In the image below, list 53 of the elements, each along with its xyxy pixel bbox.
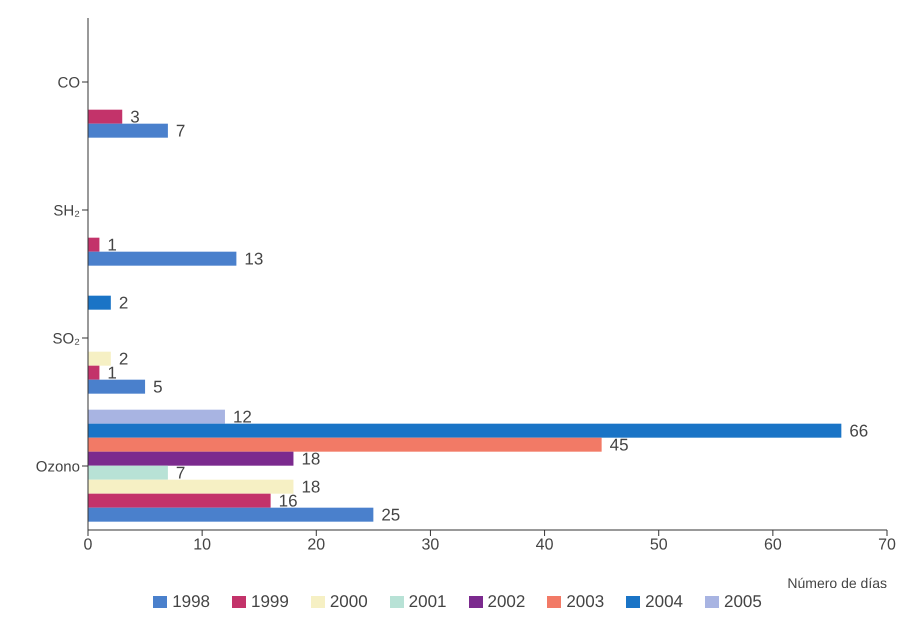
- bar: [88, 480, 294, 494]
- data-label: 12: [232, 408, 252, 427]
- bar: [88, 410, 225, 424]
- y-tick-label: CO: [58, 74, 80, 92]
- data-label: 25: [381, 506, 400, 525]
- bar: [88, 438, 602, 452]
- data-label: 7: [176, 122, 186, 141]
- x-tick-label: 40: [536, 536, 554, 554]
- y-tick-label: Ozono: [36, 458, 80, 476]
- data-label: 2: [118, 294, 128, 313]
- x-tick-label: 20: [307, 536, 326, 554]
- x-tick-label: 50: [650, 536, 668, 554]
- bar: [88, 466, 168, 480]
- data-label: 2: [118, 350, 128, 369]
- x-tick-label: 10: [193, 536, 212, 554]
- data-label: 3: [130, 108, 140, 127]
- data-label: 13: [244, 250, 264, 269]
- bar: [88, 110, 122, 124]
- data-label: 66: [849, 422, 868, 441]
- data-label: 1: [107, 236, 117, 255]
- legend-label: 2004: [645, 592, 683, 612]
- legend-label: 1999: [251, 592, 289, 612]
- data-label: 7: [176, 464, 186, 483]
- y-tick-label: SO₂: [52, 330, 80, 348]
- data-label: 45: [610, 436, 629, 455]
- legend-label: 2005: [724, 592, 762, 612]
- bar: [88, 508, 374, 522]
- bar: [88, 366, 100, 380]
- bar: [88, 452, 294, 466]
- data-label: 18: [301, 478, 320, 497]
- legend-label: 2000: [330, 592, 368, 612]
- x-tick-label: 30: [422, 536, 440, 554]
- bar: [88, 352, 111, 366]
- data-label: 1: [107, 364, 117, 383]
- x-tick-label: 0: [84, 536, 93, 554]
- bar: [88, 424, 842, 438]
- bar: [88, 124, 168, 138]
- legend-label: 2003: [566, 592, 604, 612]
- legend-label: 2001: [408, 592, 446, 612]
- bar: [88, 296, 111, 310]
- bar: [88, 380, 146, 394]
- x-tick-label: 60: [764, 536, 782, 554]
- bar: [88, 494, 271, 508]
- x-tick-label: 70: [878, 536, 896, 554]
- data-label: 5: [153, 378, 163, 397]
- legend-label: 2002: [488, 592, 526, 612]
- bar: [88, 252, 236, 266]
- bar: [88, 238, 100, 252]
- data-label: 18: [301, 450, 320, 469]
- y-tick-label: SH₂: [53, 202, 80, 220]
- data-label: 16: [278, 492, 298, 511]
- x-axis-title: Número de días: [787, 575, 887, 591]
- legend-label: 1998: [172, 592, 210, 612]
